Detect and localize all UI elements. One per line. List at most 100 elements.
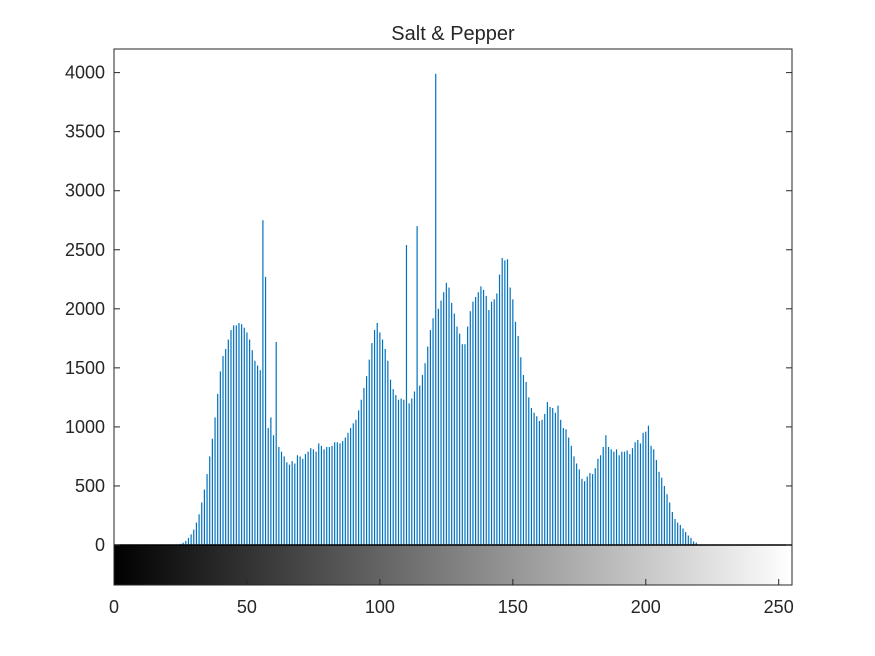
bar xyxy=(573,456,575,545)
bar xyxy=(365,376,368,545)
bar xyxy=(562,428,564,545)
bar xyxy=(693,541,695,545)
bar xyxy=(669,502,671,545)
bar xyxy=(618,455,620,545)
bar xyxy=(344,437,346,545)
histogram-bars xyxy=(179,73,697,546)
bar xyxy=(451,302,453,545)
bar xyxy=(536,416,538,545)
bar xyxy=(469,311,471,545)
bar xyxy=(368,359,370,545)
bar xyxy=(496,293,498,545)
bar xyxy=(679,524,681,545)
bar xyxy=(498,274,501,545)
bar xyxy=(230,330,232,545)
bar xyxy=(203,489,205,545)
bar xyxy=(288,464,291,545)
y-tick-label: 2000 xyxy=(65,299,105,319)
bar xyxy=(296,455,299,545)
x-tick-label: 50 xyxy=(237,597,257,617)
bar xyxy=(280,451,283,545)
bar xyxy=(190,534,192,545)
bar xyxy=(241,324,243,545)
bar xyxy=(591,474,594,545)
bar xyxy=(615,449,618,545)
bar xyxy=(695,542,697,545)
bar xyxy=(312,449,315,545)
bar xyxy=(254,360,256,545)
bar xyxy=(594,468,596,545)
bar xyxy=(661,477,663,545)
bar xyxy=(342,441,344,545)
y-axis-ticks: 0 500 1000 1500 2000 2500 3000 3500 4000 xyxy=(65,63,792,555)
bar xyxy=(480,286,482,545)
bar xyxy=(278,446,280,545)
bar xyxy=(358,410,360,545)
bar xyxy=(629,454,631,545)
y-tick-label: 1500 xyxy=(65,358,105,378)
bar xyxy=(363,387,365,545)
bar xyxy=(235,325,237,545)
bar xyxy=(403,399,405,545)
bar xyxy=(397,399,400,545)
grayscale-colorbar xyxy=(114,545,792,585)
bar xyxy=(432,318,434,545)
bar xyxy=(352,423,354,545)
bar xyxy=(623,451,626,545)
bar xyxy=(653,449,655,545)
bar xyxy=(347,432,349,545)
bar xyxy=(272,435,275,545)
bar xyxy=(214,417,216,545)
x-tick-label: 0 xyxy=(109,597,119,617)
bar xyxy=(328,446,330,545)
y-tick-label: 4000 xyxy=(65,63,105,83)
bar xyxy=(674,519,676,545)
bar xyxy=(429,330,431,545)
bar xyxy=(522,374,525,545)
bar xyxy=(437,308,439,545)
bar xyxy=(602,446,604,545)
bar xyxy=(209,456,211,545)
bar xyxy=(647,425,650,545)
bar xyxy=(682,528,684,545)
bar xyxy=(424,363,426,545)
bar xyxy=(690,537,692,545)
bar xyxy=(578,469,580,545)
bar xyxy=(597,458,599,545)
bar xyxy=(639,443,642,545)
bar xyxy=(655,459,657,545)
bar xyxy=(395,395,397,545)
bar xyxy=(677,522,679,545)
bar xyxy=(482,289,485,545)
bar xyxy=(246,332,248,545)
bar xyxy=(456,326,458,545)
bar xyxy=(576,463,578,545)
bar xyxy=(552,408,554,545)
bar xyxy=(222,356,224,545)
bar xyxy=(360,399,362,545)
bar xyxy=(464,344,466,545)
bar xyxy=(243,327,245,545)
bar xyxy=(461,344,463,545)
bar xyxy=(435,73,437,546)
bar xyxy=(445,282,447,545)
bar xyxy=(387,360,389,545)
bar xyxy=(459,333,461,545)
bar xyxy=(320,445,322,545)
bar xyxy=(658,471,660,545)
plot-axes xyxy=(113,48,793,586)
bar xyxy=(549,406,551,545)
bar xyxy=(485,295,487,545)
bar xyxy=(304,454,307,545)
bar xyxy=(488,309,490,545)
bar xyxy=(493,299,495,545)
bar xyxy=(637,439,639,545)
bar xyxy=(211,438,213,545)
bar xyxy=(379,332,381,545)
bar xyxy=(371,343,373,545)
bar xyxy=(275,341,277,545)
bar xyxy=(331,445,333,545)
bar xyxy=(251,350,253,545)
bar xyxy=(605,435,607,545)
